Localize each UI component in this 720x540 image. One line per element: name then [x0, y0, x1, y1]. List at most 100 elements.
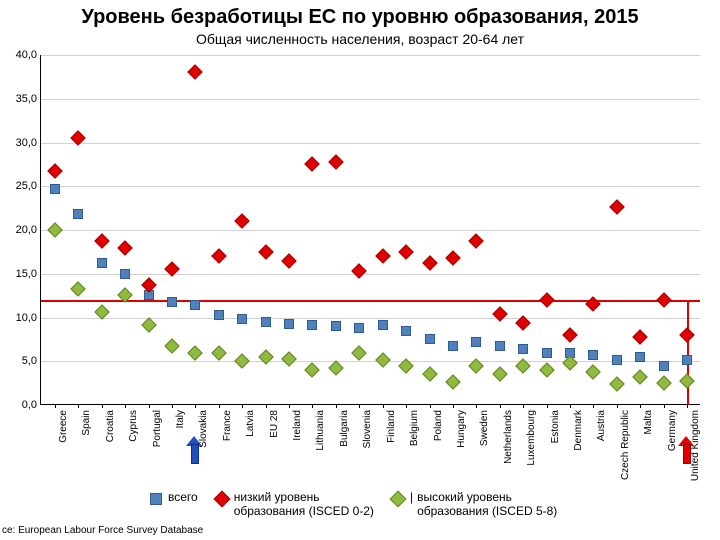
data-point — [659, 361, 669, 371]
x-axis-label: Poland — [433, 410, 444, 441]
x-tick — [242, 404, 243, 408]
data-point — [422, 255, 438, 271]
data-point — [469, 233, 485, 249]
data-point — [234, 353, 250, 369]
data-point — [656, 375, 672, 391]
chart-area: 0,05,010,015,020,025,030,035,040,0Greece… — [40, 55, 700, 405]
data-point — [47, 163, 63, 179]
x-tick — [149, 404, 150, 408]
data-point — [281, 351, 297, 367]
data-point — [375, 248, 391, 264]
data-point — [422, 367, 438, 383]
data-point — [609, 376, 625, 392]
data-point — [117, 240, 133, 256]
x-axis-label: Portugal — [152, 410, 163, 447]
data-point — [609, 199, 625, 215]
diamond-red-icon — [213, 491, 230, 508]
data-point — [73, 209, 83, 219]
x-tick — [617, 404, 618, 408]
data-point — [469, 358, 485, 374]
data-point — [214, 310, 224, 320]
data-point — [328, 360, 344, 376]
x-axis-label: Malta — [643, 410, 654, 434]
x-axis-label: Czech Republic — [620, 410, 631, 480]
data-point — [471, 337, 481, 347]
x-tick — [312, 404, 313, 408]
source-text: ce: European Labour Force Survey Databas… — [2, 525, 203, 536]
x-tick — [359, 404, 360, 408]
legend-label-low: низкий уровень образования (ISCED 0-2) — [234, 490, 374, 518]
data-point — [378, 320, 388, 330]
chart-subtitle: Общая численность населения, возраст 20-… — [0, 31, 720, 47]
x-tick — [219, 404, 220, 408]
x-axis-label: Hungary — [456, 410, 467, 448]
data-point — [588, 350, 598, 360]
x-axis-label: Bulgaria — [339, 410, 350, 447]
x-axis-label: Germany — [667, 410, 678, 451]
x-axis-label: Spain — [81, 410, 92, 436]
data-point — [492, 306, 508, 322]
legend-item-low: низкий уровень образования (ISCED 0-2) — [216, 490, 374, 518]
x-tick — [102, 404, 103, 408]
x-axis-label: Italy — [175, 410, 186, 428]
x-tick — [453, 404, 454, 408]
gridline — [41, 361, 700, 362]
data-point — [632, 329, 648, 345]
data-point — [425, 334, 435, 344]
y-axis-label: 15,0 — [16, 268, 37, 280]
x-axis-label: Sweden — [479, 410, 490, 446]
x-axis-label: Estonia — [550, 410, 561, 443]
bar-icon: | — [410, 490, 413, 504]
x-tick — [593, 404, 594, 408]
y-axis-label: 10,0 — [16, 312, 37, 324]
data-point — [398, 244, 414, 260]
y-axis-label: 40,0 — [16, 49, 37, 61]
data-point — [612, 355, 622, 365]
legend-item-total: всего — [150, 490, 198, 505]
x-axis-label: Ireland — [292, 410, 303, 441]
data-point — [398, 358, 414, 374]
x-axis-label: Belgium — [409, 410, 420, 446]
data-point — [682, 355, 692, 365]
x-tick — [523, 404, 524, 408]
data-point — [352, 345, 368, 361]
x-tick — [195, 404, 196, 408]
x-axis-label: Slovenia — [362, 410, 373, 448]
arrow-up-icon — [678, 436, 694, 464]
x-axis-label: Latvia — [245, 410, 256, 437]
data-point — [539, 292, 555, 308]
data-point — [539, 362, 555, 378]
y-axis-label: 25,0 — [16, 180, 37, 192]
x-axis-label: Lithuania — [315, 410, 326, 451]
legend-label-high: высокий уровень образования (ISCED 5-8) — [417, 490, 557, 518]
data-point — [261, 317, 271, 327]
data-point — [211, 346, 227, 362]
legend: всего низкий уровень образования (ISCED … — [0, 490, 720, 518]
x-tick — [570, 404, 571, 408]
square-icon — [150, 493, 162, 505]
x-tick — [125, 404, 126, 408]
x-axis-label: Netherlands — [503, 410, 514, 464]
x-tick — [289, 404, 290, 408]
x-axis-label: Finland — [386, 410, 397, 443]
data-point — [586, 297, 602, 313]
x-axis-label: Luxembourg — [526, 410, 537, 466]
data-point — [445, 250, 461, 266]
data-point — [495, 341, 505, 351]
x-axis-label: Cyprus — [128, 410, 139, 442]
data-point — [188, 345, 204, 361]
data-point — [492, 367, 508, 383]
data-point — [167, 297, 177, 307]
legend-item-high: | высокий уровень образования (ISCED 5-8… — [392, 490, 557, 518]
plot-region: 0,05,010,015,020,025,030,035,040,0Greece… — [40, 55, 700, 405]
data-point — [50, 184, 60, 194]
gridline — [41, 143, 700, 144]
x-tick — [406, 404, 407, 408]
data-point — [258, 244, 274, 260]
arrow-up-icon — [186, 436, 202, 464]
y-axis-label: 20,0 — [16, 224, 37, 236]
gridline — [41, 230, 700, 231]
legend-label-total: всего — [168, 490, 198, 504]
data-point — [281, 253, 297, 269]
data-point — [656, 292, 672, 308]
